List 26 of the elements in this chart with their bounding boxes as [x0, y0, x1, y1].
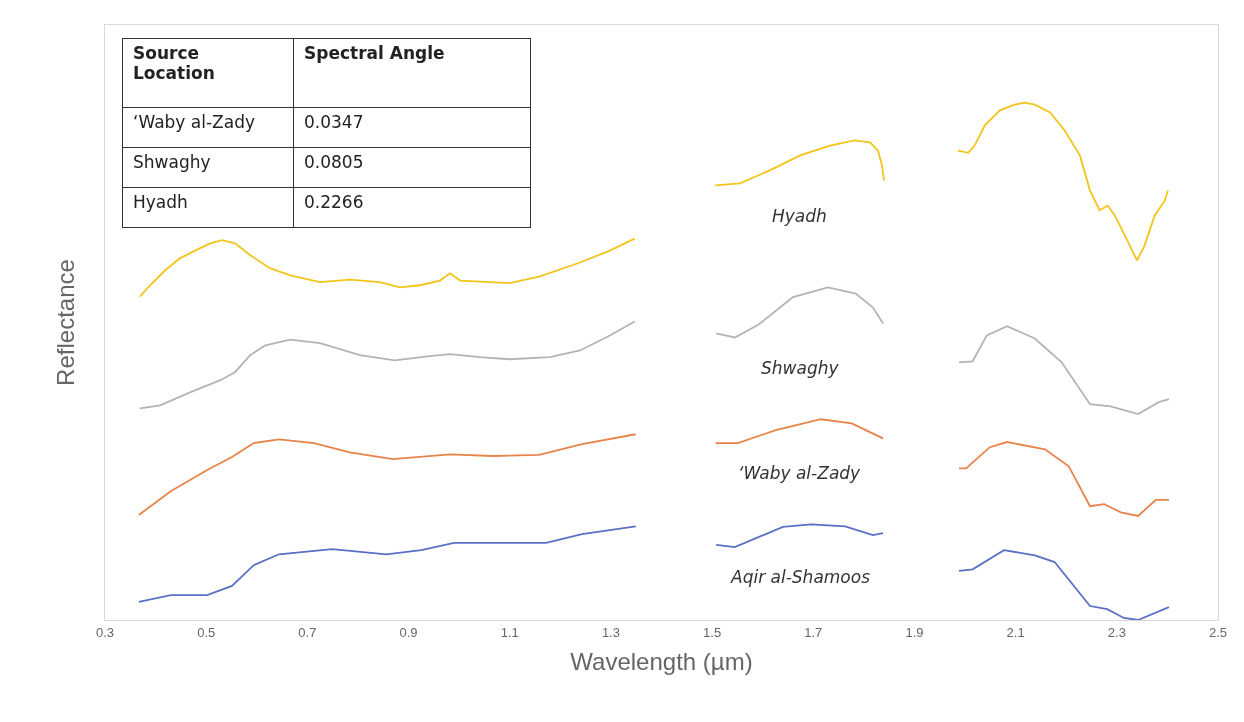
series-label: Aqir al-Shamoos — [730, 567, 871, 587]
x-tick-label: 1.3 — [601, 624, 620, 640]
x-tick-label: 1.5 — [703, 624, 722, 640]
x-tick-label: 1.7 — [804, 624, 823, 640]
annotation: Hyadh — [122, 187, 294, 228]
source-note: Source Location — [122, 38, 294, 108]
x-tick-label: 2.1 — [1006, 624, 1025, 640]
x-tick-label: 0.7 — [298, 624, 317, 640]
annotation: 0.2266 — [293, 187, 531, 228]
annotation: 0.0805 — [293, 147, 531, 188]
x-tick-label: 1.9 — [905, 624, 924, 640]
x-tick-label: 0.5 — [197, 624, 216, 640]
series-label: ‘Waby al-Zady — [738, 463, 862, 483]
x-tick-label: 2.3 — [1107, 624, 1126, 640]
text: Spectral Angle — [304, 43, 445, 63]
x-tick-label: 0.3 — [95, 624, 115, 640]
y-axis-title: Reflectance — [52, 259, 80, 386]
series-label: Shwaghy — [761, 358, 840, 378]
x-tick-label: 2.5 — [1208, 624, 1228, 640]
x-axis-title: Wavelength (µm) — [570, 647, 753, 675]
x-tick-label: 0.9 — [399, 624, 418, 640]
x-tick-label: 1.1 — [500, 624, 519, 640]
annotation: ‘Waby al-Zady — [122, 107, 294, 148]
series-label: Hyadh — [772, 206, 827, 226]
annotation: 0.0347 — [293, 107, 531, 148]
annotation: Shwaghy — [122, 147, 294, 188]
